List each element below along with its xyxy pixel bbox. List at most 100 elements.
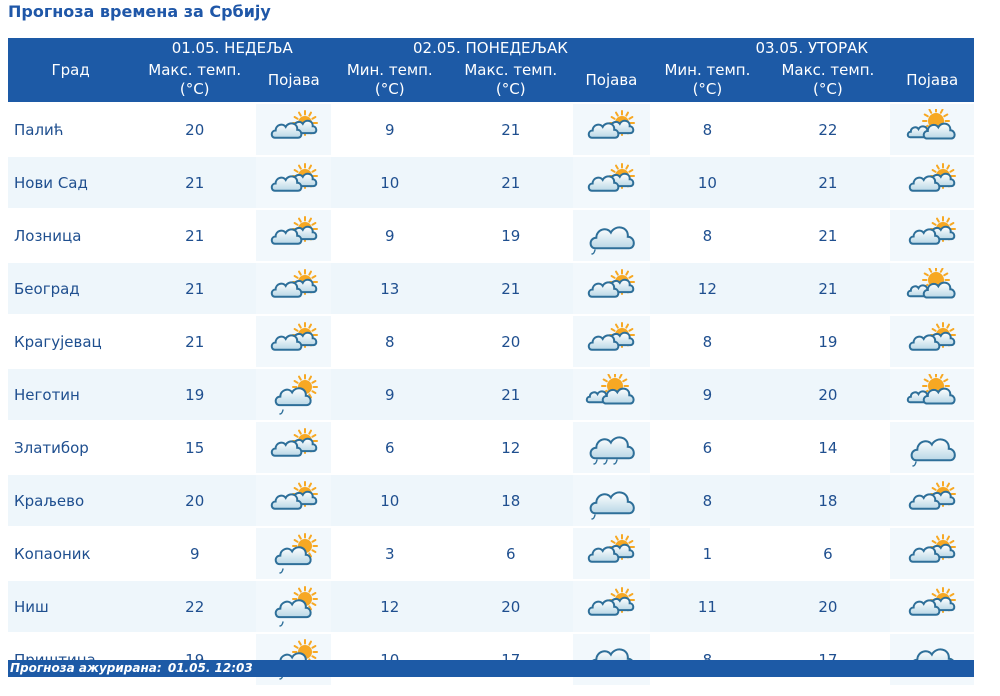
city-cell: Копаоник (8, 526, 134, 580)
d3-min-temp: 8 (649, 208, 766, 262)
cloud-sun-icon (256, 314, 332, 368)
sun-cloud-icon (573, 367, 650, 421)
d2-min-temp: 8 (331, 314, 449, 368)
cloud-sun-icon (573, 261, 650, 315)
d3-max-temp: 14 (765, 420, 891, 474)
header-city: Град (8, 38, 134, 103)
cloud-sun-icon (256, 208, 332, 262)
d1-max-temp: 21 (133, 261, 257, 315)
header-d1-max: Макс. темп. (°C) (133, 58, 257, 103)
d1-max-temp: 21 (133, 208, 257, 262)
header-unit: (°C) (179, 80, 210, 98)
table-row: Неготин 19 9 21 9 20 (8, 367, 974, 421)
city-cell: Београд (8, 261, 134, 315)
cloud-sun-icon (573, 579, 650, 633)
d2-min-temp: 3 (331, 526, 449, 580)
city-cell: Неготин (8, 367, 134, 421)
cloud-sun-icon (890, 526, 974, 580)
d3-max-temp: 19 (765, 314, 891, 368)
d2-min-temp: 9 (331, 367, 449, 421)
d3-max-temp: 22 (765, 102, 891, 156)
d1-max-temp: 20 (133, 473, 257, 527)
updated-value: 01.05. 12:03 (167, 661, 253, 675)
cloud-drizzle-icon (890, 420, 974, 474)
d2-max-temp: 20 (448, 579, 574, 633)
table-row: Крагујевац 21 8 20 8 19 (8, 314, 974, 368)
header-d3-phen: Појава (890, 58, 974, 103)
d2-max-temp: 21 (448, 367, 574, 421)
d3-min-temp: 11 (649, 579, 766, 633)
d2-min-temp: 10 (331, 473, 449, 527)
d3-min-temp: 10 (649, 155, 766, 209)
d2-max-temp: 21 (448, 261, 574, 315)
d2-max-temp: 6 (448, 526, 574, 580)
cloud-sun-icon (890, 314, 974, 368)
d3-min-temp: 8 (649, 473, 766, 527)
d2-max-temp: 21 (448, 102, 574, 156)
city-cell: Нови Сад (8, 155, 134, 209)
d3-min-temp: 8 (649, 314, 766, 368)
header-min-label: Мин. темп. (664, 61, 751, 79)
cloud-rain-icon (890, 632, 974, 685)
d1-max-temp: 19 (133, 367, 257, 421)
header-unit: (°C) (692, 80, 723, 98)
d1-max-temp: 9 (133, 526, 257, 580)
forecast-table: Град 01.05. НЕДЕЉА 02.05. ПОНЕДЕЉАК 03.0… (8, 38, 974, 685)
d3-min-temp: 12 (649, 261, 766, 315)
d2-max-temp: 12 (448, 420, 574, 474)
city-cell: Приштина (8, 632, 134, 685)
d3-max-temp: 6 (765, 526, 891, 580)
sun-cloud-icon (890, 367, 974, 421)
city-cell: Краљево (8, 473, 134, 527)
d1-max-temp: 22 (133, 579, 257, 633)
header-max-label: Макс. темп. (464, 61, 558, 79)
header-day-2: 02.05. ПОНЕДЕЉАК (331, 38, 650, 58)
table-row: Палић 20 9 21 8 22 (8, 102, 974, 156)
d2-max-temp: 17 (448, 632, 574, 685)
d2-min-temp: 13 (331, 261, 449, 315)
cloud-rain-icon (573, 632, 650, 685)
d3-min-temp: 8 (649, 102, 766, 156)
d2-max-temp: 20 (448, 314, 574, 368)
header-day-3: 03.05. УТОРАК (649, 38, 974, 58)
d3-min-temp: 9 (649, 367, 766, 421)
cloud-sun-icon (256, 261, 332, 315)
cloud-sun-icon (256, 102, 332, 156)
d2-max-temp: 18 (448, 473, 574, 527)
cloud-sun-icon (573, 526, 650, 580)
city-cell: Златибор (8, 420, 134, 474)
d2-max-temp: 21 (448, 155, 574, 209)
d3-max-temp: 20 (765, 579, 891, 633)
header-column-row: Макс. темп. (°C) Појава Мин. темп. (°C) Ма… (8, 58, 974, 103)
d3-min-temp: 8 (649, 632, 766, 685)
table-row: Ниш 22 12 20 11 20 (8, 579, 974, 633)
header-day-row: Град 01.05. НЕДЕЉА 02.05. ПОНЕДЕЉАК 03.0… (8, 38, 974, 103)
d2-min-temp: 10 (331, 155, 449, 209)
page-title: Прогноза времена за Србију (8, 2, 271, 21)
header-d1-phen: Појава (256, 58, 332, 103)
city-cell: Ниш (8, 579, 134, 633)
cloud-sun-icon (573, 314, 650, 368)
d1-max-temp: 21 (133, 155, 257, 209)
cloud-sun-icon (573, 155, 650, 209)
table-row: Копаоник 9 3 6 1 6 (8, 526, 974, 580)
cloud-drizzle-icon (573, 208, 650, 262)
cloud-drizzle-icon (573, 473, 650, 527)
city-cell: Лозница (8, 208, 134, 262)
header-min-label: Мин. темп. (346, 61, 433, 79)
sun-shape (291, 638, 318, 665)
city-cell: Палић (8, 102, 134, 156)
header-d3-min: Мин. темп. (°C) (649, 58, 766, 103)
d2-min-temp: 12 (331, 579, 449, 633)
table-row: Београд 21 13 21 12 21 (8, 261, 974, 315)
d1-max-temp: 20 (133, 102, 257, 156)
header-d2-max: Макс. темп. (°C) (448, 58, 574, 103)
sun-cloud-icon (890, 261, 974, 315)
cloud-sun-icon (256, 473, 332, 527)
header-unit: (°C) (813, 80, 843, 98)
d2-max-temp: 19 (448, 208, 574, 262)
d3-max-temp: 20 (765, 367, 891, 421)
cloud-sun-drizzle-icon (256, 632, 332, 685)
table-row: Нови Сад 21 10 21 10 21 (8, 155, 974, 209)
d3-min-temp: 1 (649, 526, 766, 580)
